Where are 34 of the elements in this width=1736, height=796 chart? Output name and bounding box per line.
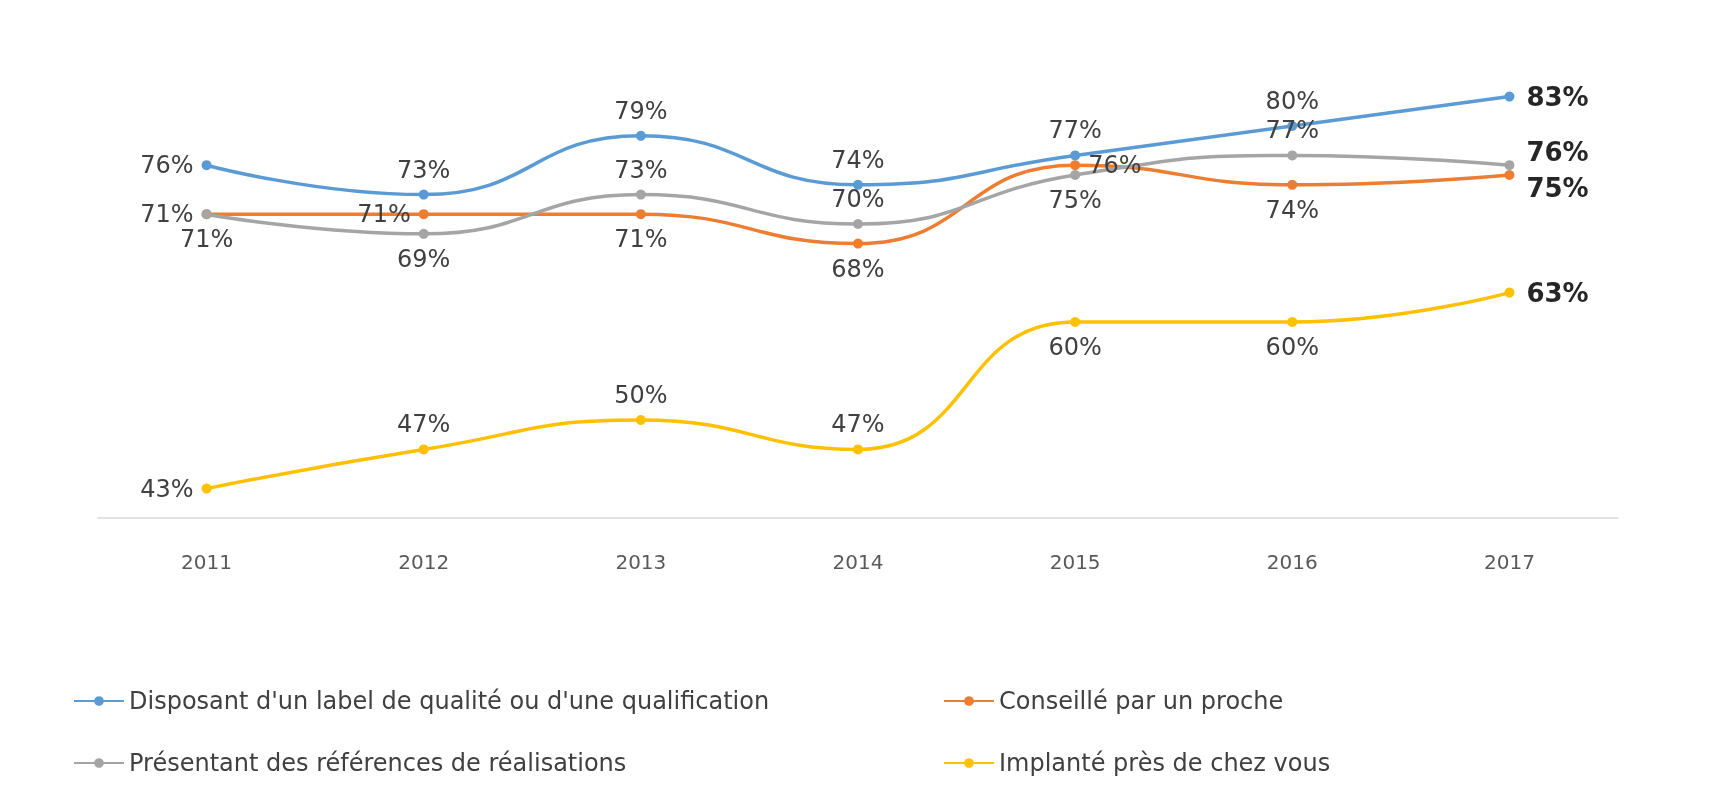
data-label: 80%: [1265, 87, 1319, 115]
data-label: 71%: [614, 225, 668, 254]
data-label: 73%: [614, 155, 668, 184]
data-label: 50%: [614, 381, 668, 409]
legend-label: Disposant d'un label de qualité ou d'une qualification: [129, 687, 770, 715]
data-label: 83%: [1526, 81, 1589, 112]
x-tick-label: 2012: [398, 550, 450, 574]
data-label: 76%: [140, 151, 194, 180]
data-label: 68%: [831, 254, 885, 283]
x-tick-label: 2014: [832, 550, 884, 574]
x-tick-label: 2011: [181, 550, 233, 574]
data-label: 47%: [831, 410, 885, 439]
data-label: 79%: [614, 96, 668, 125]
legend-label: Implanté près de chez vous: [999, 749, 1331, 777]
data-label: 76%: [1526, 137, 1589, 168]
data-label: 60%: [1048, 333, 1102, 361]
data-label: 60%: [1265, 333, 1319, 361]
data-label: 69%: [397, 244, 451, 273]
x-tick-label: 2015: [1049, 550, 1101, 574]
x-tick-label: 2013: [615, 550, 667, 574]
x-tick-label: 2016: [1266, 550, 1318, 574]
data-label: 70%: [831, 185, 885, 213]
legend-label: Conseillé par un proche: [999, 687, 1284, 715]
data-label: 75%: [1048, 186, 1102, 214]
data-label: 75%: [1526, 173, 1589, 203]
data-label: 47%: [397, 410, 451, 439]
data-label: 74%: [831, 145, 885, 174]
data-label: 43%: [140, 474, 194, 503]
data-label: 74%: [1265, 195, 1319, 224]
data-label: 63%: [1526, 277, 1589, 308]
legend-label: Présentant des références de réalisations: [129, 749, 627, 777]
data-label: 73%: [397, 155, 451, 184]
x-tick-label: 2017: [1483, 550, 1535, 574]
data-label: 77%: [1048, 116, 1102, 145]
